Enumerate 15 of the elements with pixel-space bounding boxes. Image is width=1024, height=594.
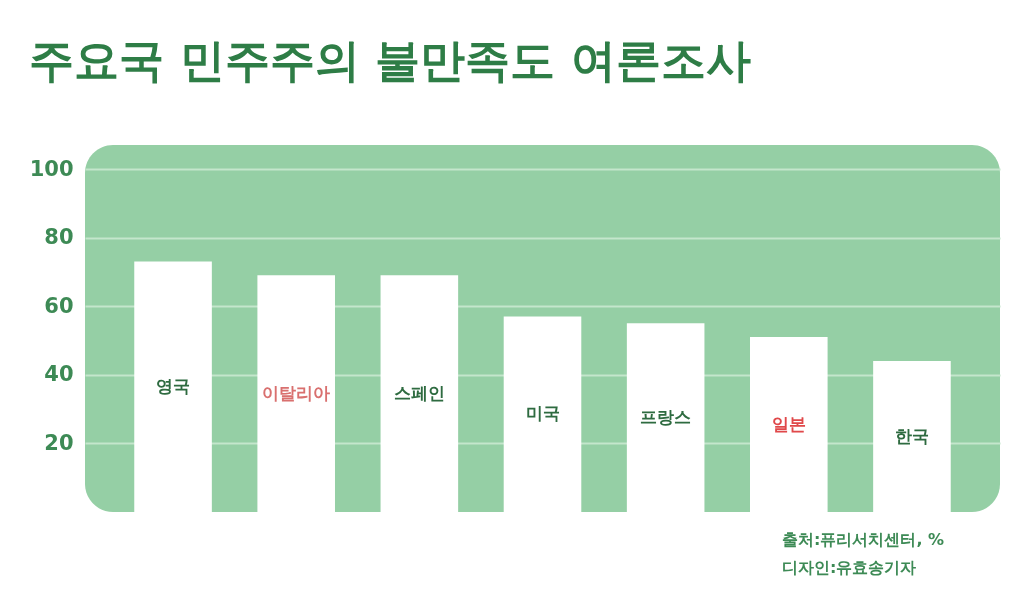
y-tick-label: 20 [44,430,74,455]
x-tick-label: 이탈리아 [262,382,331,403]
x-tick-label: 한국 [894,425,929,446]
x-tick-label: 미국 [525,403,560,424]
y-tick-label: 100 [29,156,74,181]
x-tick-label: 프랑스 [640,406,692,427]
y-tick-label: 60 [44,293,74,318]
y-tick-label: 80 [44,225,74,250]
text: 디자인:유효송기자 [782,558,917,577]
y-tick-label: 40 [44,362,74,387]
x-tick-label: 영국 [156,375,191,396]
source-note: 출처:퓨리서치센터, % [782,530,945,549]
chart-title: 주요국 민주주의 불만족도 여론조사 [29,34,752,87]
x-tick-label: 스페인 [393,382,445,403]
x-tick-label: 일본 [771,413,806,434]
